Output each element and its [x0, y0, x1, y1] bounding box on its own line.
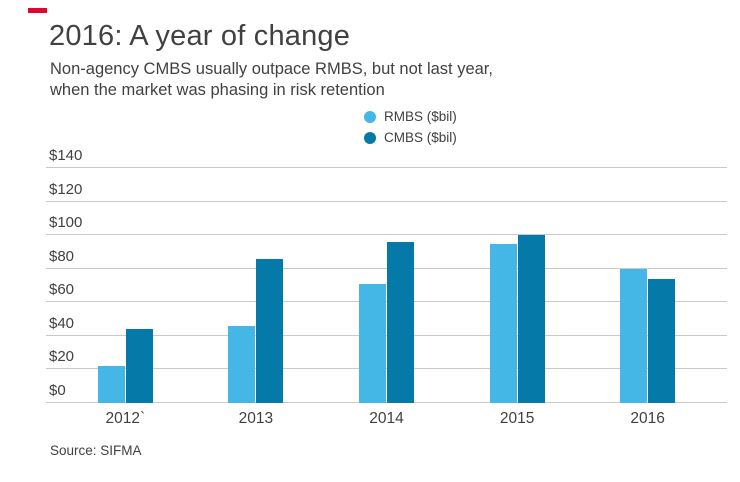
gridline — [46, 200, 727, 202]
bar-cmbs-2016 — [648, 278, 676, 403]
y-tick-label: $60 — [49, 281, 75, 299]
x-tick-label: 2015 — [499, 410, 535, 427]
bar-rmbs-2016 — [620, 268, 648, 403]
x-tick-label: 2016 — [630, 410, 665, 427]
bar-group — [321, 168, 452, 403]
legend: RMBS ($bil) CMBS ($bil) — [364, 109, 457, 151]
source-note: Source: SIFMA — [50, 443, 142, 458]
bar-rmbs-2015 — [489, 243, 517, 403]
legend-item: RMBS ($bil) — [364, 109, 457, 124]
legend-item: CMBS ($bil) — [364, 130, 457, 145]
bar-groups — [60, 168, 713, 403]
gridline — [46, 301, 727, 303]
bar-rmbs-2012 — [97, 366, 125, 403]
bar-group — [191, 168, 322, 403]
x-tick-label: 2012` — [105, 410, 146, 427]
legend-swatch-icon — [364, 110, 376, 123]
y-tick-label: $0 — [49, 382, 66, 399]
chart-subtitle: Non-agency CMBS usually outpace RMBS, bu… — [50, 59, 493, 101]
y-tick-label: $80 — [49, 247, 75, 265]
x-axis-labels: 2012` 2013 2014 2015 2016 — [60, 410, 713, 428]
plot-area: $0 $20 $40 $60 $80 $100 $120 $140 — [46, 147, 727, 403]
gridline — [46, 167, 727, 168]
gridline — [46, 234, 727, 236]
y-tick-label: $100 — [49, 214, 83, 232]
bar-rmbs-2013 — [228, 325, 256, 403]
gridline — [46, 368, 727, 370]
y-tick-label: $140 — [49, 147, 83, 164]
chart-title: 2016: A year of change — [49, 20, 351, 52]
bar-cmbs-2012 — [125, 329, 153, 403]
chart-subtitle-line2: when the market was phasing in risk rete… — [50, 81, 385, 100]
x-tick-label: 2013 — [238, 410, 274, 427]
legend-label: CMBS ($bil) — [384, 130, 457, 145]
gridline — [46, 267, 727, 269]
y-tick-label: $20 — [49, 348, 75, 366]
legend-label: RMBS ($bil) — [384, 109, 457, 124]
bar-cmbs-2014 — [386, 241, 414, 403]
bar-rmbs-2014 — [358, 283, 386, 403]
gridline — [46, 334, 727, 336]
y-tick-label: $40 — [49, 314, 75, 332]
bar-group — [452, 168, 583, 403]
bar-group — [60, 168, 191, 403]
bar-group — [582, 168, 713, 403]
y-tick-label: $120 — [49, 180, 83, 198]
gridline — [46, 402, 727, 403]
bar-cmbs-2015 — [517, 235, 545, 403]
bar-cmbs-2013 — [256, 258, 284, 403]
chart-subtitle-line1: Non-agency CMBS usually outpace RMBS, bu… — [50, 60, 493, 78]
legend-swatch-icon — [364, 131, 376, 144]
brand-accent-bar — [28, 8, 47, 13]
x-tick-label: 2014 — [369, 410, 404, 427]
